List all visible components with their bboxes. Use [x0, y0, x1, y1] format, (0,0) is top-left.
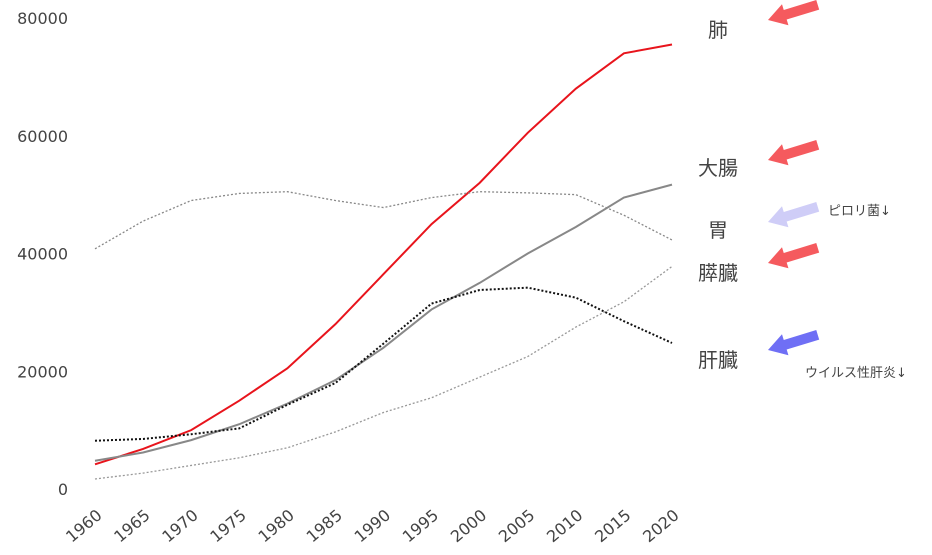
series-line: [94, 265, 673, 480]
arrow: [768, 330, 820, 356]
x-tick-label: 2000: [447, 506, 490, 547]
arrow-shape: [768, 140, 820, 166]
series-line: [94, 191, 673, 250]
arrow-shape: [768, 330, 820, 356]
arrow: [768, 243, 820, 269]
series-line: [94, 286, 673, 442]
series-label: 膵臓: [698, 261, 738, 285]
y-tick-label: 80000: [17, 9, 68, 28]
x-tick-label: 2010: [543, 506, 586, 547]
y-tick-label: 20000: [17, 362, 68, 381]
arrow-shape: [768, 243, 820, 269]
x-tick-label: 1960: [62, 506, 105, 547]
arrow-shape: [768, 0, 820, 26]
arrow-shape: [768, 202, 820, 228]
x-tick-label: 1990: [351, 506, 394, 547]
x-tick-label: 2015: [591, 506, 634, 547]
arrow: [768, 140, 820, 166]
series-line: [94, 43, 673, 466]
series-label: 肝臓: [698, 348, 738, 372]
x-tick-label: 1965: [110, 506, 153, 547]
y-tick-label: 60000: [17, 127, 68, 146]
series-label: 大腸: [698, 156, 738, 180]
x-tick-label: 1975: [206, 506, 249, 547]
arrow: [768, 202, 820, 228]
x-tick-label: 1970: [158, 506, 201, 547]
y-tick-label: 40000: [17, 245, 68, 264]
x-tick-label: 1985: [303, 506, 346, 547]
x-tick-label: 2020: [639, 506, 682, 547]
x-tick-label: 2005: [495, 506, 538, 547]
arrow: [768, 0, 820, 26]
y-tick-label: 0: [58, 480, 68, 499]
series-label: 肺: [708, 18, 728, 42]
x-tick-label: 1980: [254, 506, 297, 547]
annotation: ピロリ菌↓: [828, 204, 891, 219]
series-line: [94, 183, 673, 462]
x-tick-label: 1995: [399, 506, 442, 547]
series-label: 胃: [708, 218, 728, 242]
annotation: ウイルス性肝炎↓: [805, 366, 907, 381]
